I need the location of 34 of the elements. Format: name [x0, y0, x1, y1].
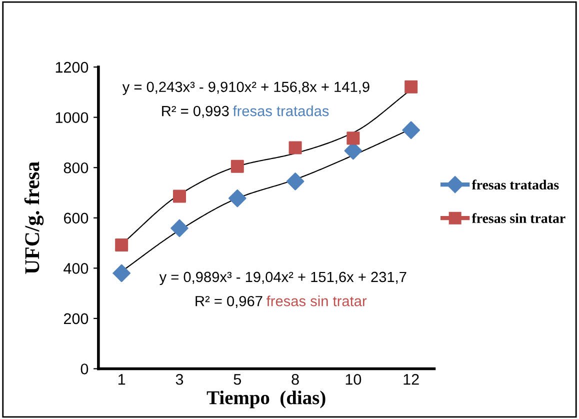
point [288, 141, 302, 154]
point [286, 172, 304, 190]
y-axis-title: UFC/g. fresa [24, 162, 44, 274]
x-tick-label: 5 [234, 374, 241, 385]
y-tick-label: 800 [64, 162, 88, 174]
point [170, 219, 188, 238]
point [172, 190, 186, 203]
point [404, 80, 418, 94]
x-tick-label: 8 [292, 374, 299, 385]
point [346, 132, 360, 145]
x-axis-title: Tiempo (dias) [206, 390, 326, 408]
x-tick-label: 3 [176, 374, 184, 385]
x-tick-label: 10 [346, 374, 362, 385]
point [402, 121, 420, 140]
annotation: fresas sin tratar [266, 296, 367, 306]
annotation: fresas tratadas [232, 105, 329, 116]
x-tick-label: 1 [118, 374, 126, 385]
y-tick-label: 1000 [56, 112, 88, 124]
y-tick-label: 1200 [56, 62, 88, 73]
y-tick-label: 200 [64, 313, 88, 324]
y-tick-label: 400 [64, 263, 88, 274]
legend-label: fresas tratadas [472, 180, 559, 190]
y-tick-label: 0 [80, 364, 88, 374]
point [228, 189, 246, 208]
point [230, 160, 244, 173]
y-tick-label: 600 [64, 212, 88, 224]
legend-label: fresas sin tratar [472, 213, 566, 224]
annotation: y = 0,989x³ - 19,04x² + 151,6x + 231,7 [159, 272, 406, 286]
annotation: y = 0,243x³ - 9,910x² + 156,8x + 141,9 [122, 82, 370, 95]
annotation: R² = 0,967 [196, 296, 262, 308]
x-tick-label: 12 [404, 374, 419, 385]
annotation: R² = 0,993 [162, 106, 229, 118]
point [112, 264, 130, 282]
point [115, 238, 128, 252]
